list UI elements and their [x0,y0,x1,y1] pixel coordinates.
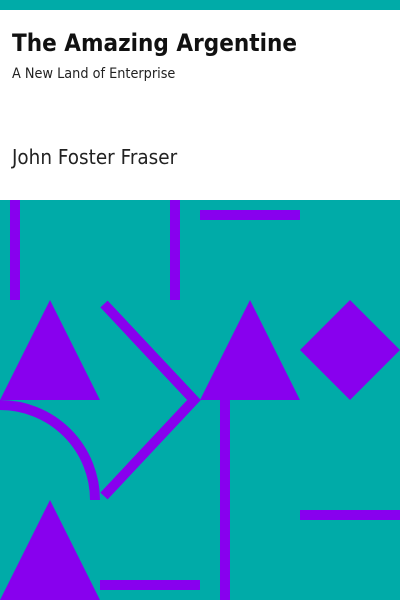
diamond [300,300,400,400]
triangle-left [0,300,100,400]
top-stripe [0,0,400,10]
vertical-bar-left [10,200,20,300]
horizontal-bar-right [300,510,400,520]
horizontal-bar-bottom [100,580,200,590]
vertical-bar-long [220,400,230,600]
chevron [100,300,201,500]
cover-pattern [0,200,400,600]
triangle-bottom-left [0,500,100,600]
vertical-bar-center [170,200,180,300]
book-title: The Amazing Argentine [12,29,298,57]
horizontal-bar-top [200,210,300,220]
triangle-center [200,300,300,400]
book-subtitle: A New Land of Enterprise [12,66,176,82]
book-author: John Foster Fraser [12,145,178,169]
quarter-arc [0,400,100,501]
